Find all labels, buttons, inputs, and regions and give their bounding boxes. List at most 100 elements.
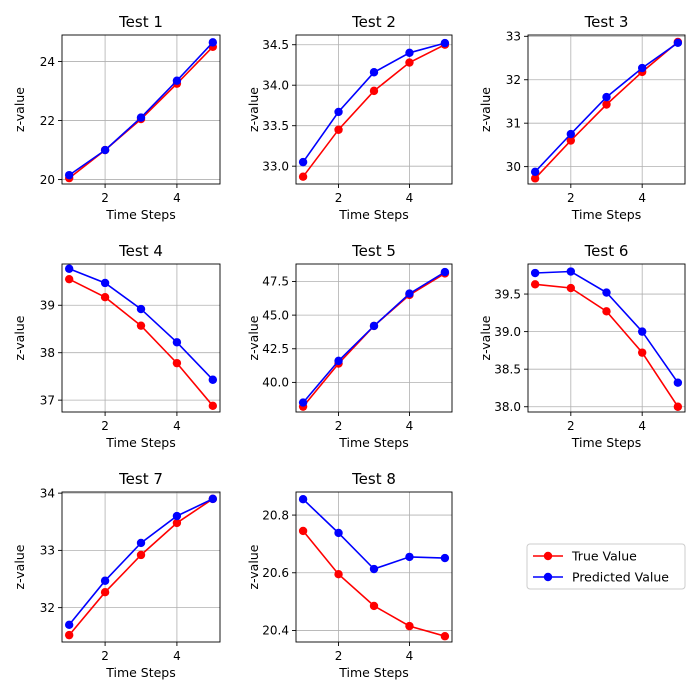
y-axis-label: z-value bbox=[246, 315, 261, 360]
axes-frame bbox=[295, 491, 453, 643]
data-point-true-value bbox=[100, 587, 110, 597]
data-point-predicted-value bbox=[172, 76, 182, 85]
y-axis-label: z-value bbox=[12, 544, 27, 589]
data-point-predicted-value bbox=[298, 398, 308, 407]
data-point-predicted-value bbox=[673, 38, 683, 48]
y-tick-label: 31 bbox=[506, 116, 521, 130]
data-point-predicted-value bbox=[298, 495, 308, 504]
data-point-true-value bbox=[369, 601, 379, 611]
data-point-predicted-value bbox=[64, 170, 74, 180]
y-tick-label: 34 bbox=[40, 486, 55, 500]
x-tick-label: 4 bbox=[638, 191, 646, 205]
y-tick-label: 32 bbox=[506, 73, 521, 87]
x-axis-label: Time Steps bbox=[105, 435, 176, 450]
x-tick-label: 2 bbox=[567, 419, 575, 433]
y-tick-label: 32 bbox=[40, 601, 55, 615]
series-line-predicted-value bbox=[68, 498, 214, 626]
series-line-true-value bbox=[302, 530, 446, 637]
series-line-predicted-value bbox=[302, 498, 445, 570]
y-tick-label: 42.5 bbox=[262, 342, 289, 356]
data-point-true-value bbox=[334, 570, 343, 579]
series-line-predicted-value bbox=[535, 270, 679, 384]
data-point-predicted-value bbox=[637, 327, 647, 336]
data-point-predicted-value bbox=[673, 378, 683, 387]
legend: True Value Predicted Value bbox=[526, 543, 686, 590]
x-axis-label: Time Steps bbox=[571, 207, 642, 222]
data-point-true-value bbox=[602, 307, 611, 316]
series-line-true-value bbox=[534, 41, 679, 179]
data-point-predicted-value bbox=[369, 68, 379, 77]
data-point-true-value bbox=[602, 100, 611, 109]
legend-frame bbox=[526, 543, 686, 590]
legend-label: Predicted Value bbox=[572, 570, 669, 585]
data-point-predicted-value bbox=[334, 107, 343, 117]
x-axis-label: Time Steps bbox=[338, 207, 409, 222]
data-point-predicted-value bbox=[405, 48, 414, 58]
data-point-predicted-value bbox=[530, 268, 540, 278]
y-tick-label: 45.0 bbox=[262, 308, 289, 322]
y-axis-label: z-value bbox=[478, 315, 493, 360]
data-point-true-value bbox=[64, 274, 74, 284]
x-tick-label: 4 bbox=[406, 419, 414, 433]
legend-entry: Predicted Value bbox=[533, 570, 669, 585]
subplot-4: 2 4 37 38 39 Test 4 Time Steps z-value bbox=[12, 242, 221, 450]
y-tick-label: 33.0 bbox=[262, 159, 289, 173]
data-point-true-value bbox=[440, 632, 450, 641]
data-point-predicted-value bbox=[369, 564, 379, 574]
data-point-predicted-value bbox=[100, 576, 110, 585]
y-tick-label: 20 bbox=[40, 173, 55, 187]
axes-frame bbox=[527, 263, 686, 413]
x-tick-label: 4 bbox=[173, 649, 181, 663]
y-tick-label: 20.6 bbox=[262, 566, 289, 580]
axes-frame bbox=[295, 34, 453, 185]
y-axis-label: z-value bbox=[12, 315, 27, 360]
data-point-true-value bbox=[172, 518, 182, 528]
axes-frame bbox=[61, 34, 221, 185]
data-point-predicted-value bbox=[208, 38, 218, 47]
data-point-predicted-value bbox=[334, 356, 343, 366]
legend-marker bbox=[543, 551, 553, 561]
data-point-true-value bbox=[530, 174, 540, 183]
x-tick-label: 2 bbox=[335, 649, 343, 663]
x-tick-label: 2 bbox=[101, 191, 109, 205]
data-point-predicted-value bbox=[566, 267, 576, 276]
legend-entry: True Value bbox=[533, 549, 637, 564]
y-tick-label: 34.0 bbox=[262, 78, 289, 92]
legend-label: True Value bbox=[571, 549, 637, 564]
subplot-title: Test 8 bbox=[351, 470, 396, 488]
x-tick-label: 2 bbox=[567, 191, 575, 205]
subplot-title: Test 7 bbox=[118, 470, 163, 488]
x-tick-label: 4 bbox=[173, 191, 181, 205]
series-line-true-value bbox=[302, 43, 446, 178]
data-point-predicted-value bbox=[208, 494, 218, 504]
y-tick-label: 24 bbox=[40, 55, 55, 69]
x-axis-label: Time Steps bbox=[105, 207, 176, 222]
subplot-7: 2 4 32 33 34 Test 7 Time Steps z-value bbox=[12, 470, 221, 680]
data-point-true-value bbox=[566, 283, 576, 293]
series-line-true-value bbox=[68, 498, 214, 636]
data-point-predicted-value bbox=[172, 511, 182, 521]
data-point-true-value bbox=[334, 125, 343, 134]
data-point-predicted-value bbox=[208, 375, 218, 384]
x-tick-label: 2 bbox=[101, 649, 109, 663]
subplot-3: 2 4 30 31 32 33 Test 3 Time Steps z-value bbox=[478, 13, 686, 222]
y-tick-label: 34.5 bbox=[262, 38, 289, 52]
data-point-true-value bbox=[405, 58, 414, 67]
y-axis-label: z-value bbox=[246, 87, 261, 132]
series-line-true-value bbox=[68, 278, 214, 407]
data-point-predicted-value bbox=[530, 167, 540, 177]
legend-marker bbox=[543, 572, 553, 582]
y-tick-label: 40.0 bbox=[262, 376, 289, 390]
data-point-predicted-value bbox=[440, 38, 450, 48]
axes-frame bbox=[61, 491, 221, 643]
subplot-title: Test 6 bbox=[584, 242, 629, 260]
subplot-title: Test 5 bbox=[351, 242, 396, 260]
y-tick-label: 38.5 bbox=[494, 362, 521, 376]
x-tick-label: 4 bbox=[406, 649, 414, 663]
x-tick-label: 2 bbox=[335, 191, 343, 205]
y-tick-label: 47.5 bbox=[262, 275, 289, 289]
y-tick-label: 39.0 bbox=[494, 325, 521, 339]
x-axis-label: Time Steps bbox=[571, 435, 642, 450]
y-axis-label: z-value bbox=[478, 87, 493, 132]
